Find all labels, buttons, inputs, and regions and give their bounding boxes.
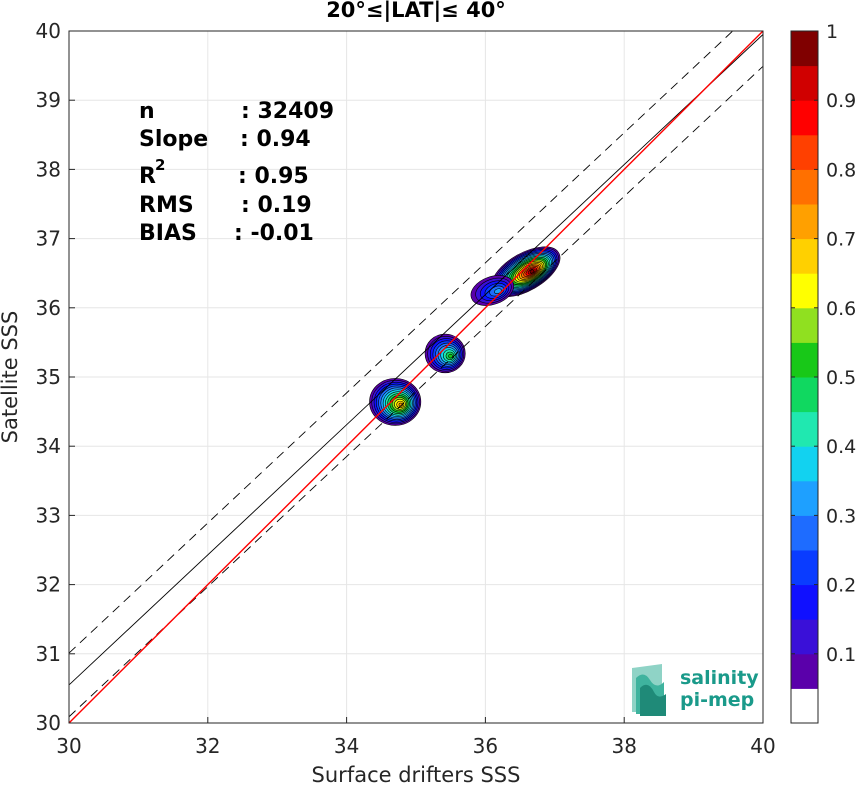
logo-line2: pi-mep (680, 689, 754, 711)
colorbar-segment (791, 238, 818, 274)
x-tick-label: 40 (750, 734, 775, 758)
colorbar-tick-label: 0.9 (826, 90, 856, 112)
colorbar-segment (791, 65, 818, 101)
pimep-logo: salinity pi-mep (632, 664, 759, 716)
grid (68, 30, 764, 724)
waves-icon (632, 664, 666, 716)
colorbar-segment (791, 31, 818, 67)
y-tick-label: 30 (36, 711, 61, 735)
colorbar-tick-label: 0.6 (826, 298, 856, 320)
colorbar-segment (791, 377, 818, 413)
stat-bias-value: : -0.01 (234, 221, 314, 246)
colorbar-tick-label: 0.5 (826, 367, 856, 389)
y-tick-label: 31 (36, 642, 61, 666)
colorbar (790, 30, 819, 724)
x-axis-ticks: 30 32 34 36 38 40 (56, 717, 776, 758)
stat-n-value: : 32409 (241, 99, 334, 124)
y-axis-label: Satellite SSS (0, 311, 22, 444)
y-tick-label: 37 (36, 227, 61, 251)
colorbar-segment (791, 653, 818, 689)
density-clusters (369, 246, 561, 426)
stat-slope-label: Slope (139, 127, 208, 152)
chart-title: 20°≤|LAT|≤ 40° (326, 0, 506, 23)
x-tick-label: 38 (611, 734, 636, 758)
stat-n-label: n (139, 99, 155, 124)
x-axis-label: Surface drifters SSS (312, 763, 521, 786)
colorbar-segment (791, 584, 818, 620)
colorbar-segment (791, 446, 818, 482)
stat-bias-label: BIAS (139, 221, 197, 246)
x-tick-label: 34 (334, 734, 359, 758)
x-tick-label: 30 (56, 734, 81, 758)
colorbar-tick-label: 0.8 (826, 159, 856, 181)
colorbar-ticks: 0.1 0.2 0.3 0.4 0.5 0.6 0.7 0.8 0.9 1 (791, 21, 856, 666)
colorbar-segment (791, 480, 818, 516)
colorbar-segment (791, 515, 818, 551)
identity-line (69, 31, 763, 723)
colorbar-segment (791, 411, 818, 447)
logo-line1: salinity (680, 667, 759, 689)
y-tick-label: 39 (36, 88, 61, 112)
stat-r2-sup: 2 (155, 156, 165, 174)
stat-r2-label: R (139, 164, 156, 189)
y-tick-label: 33 (36, 503, 61, 527)
y-tick-label: 34 (36, 434, 61, 458)
x-tick-label: 32 (195, 734, 220, 758)
y-tick-label: 36 (36, 296, 61, 320)
colorbar-segment (791, 307, 818, 343)
y-tick-label: 38 (36, 157, 61, 181)
y-tick-label: 32 (36, 573, 61, 597)
y-tick-label: 40 (36, 19, 61, 43)
stat-r2-value: : 0.95 (238, 164, 309, 189)
regression-line (69, 34, 763, 686)
colorbar-segment (791, 169, 818, 205)
y-axis-ticks: 30 31 32 33 34 35 36 37 38 39 40 (36, 19, 75, 735)
colorbar-segment (791, 342, 818, 378)
stats-box: n : 32409 Slope : 0.94 R 2 : 0.95 RMS : … (139, 99, 334, 246)
reference-lines (69, 31, 763, 723)
stat-slope-value: : 0.94 (240, 127, 311, 152)
stat-rms-label: RMS (139, 193, 194, 218)
density-cluster (424, 333, 466, 374)
stat-rms-value: : 0.19 (241, 193, 312, 218)
contour-level (529, 269, 535, 274)
colorbar-tick-label: 0.3 (826, 505, 856, 527)
contour-level (448, 353, 453, 359)
density-cluster (369, 378, 422, 426)
colorbar-segment (791, 550, 818, 586)
colorbar-segment (791, 273, 818, 309)
colorbar-segment (791, 100, 818, 136)
colorbar-segment (791, 619, 818, 655)
colorbar-tick-label: 0.2 (826, 575, 856, 597)
colorbar-tick-label: 1 (826, 21, 838, 43)
colorbar-tick-label: 0.4 (826, 436, 856, 458)
colorbar-segment (791, 688, 818, 724)
colorbar-tick-label: 0.1 (826, 644, 856, 666)
contour-level (494, 288, 502, 294)
colorbar-segment (791, 204, 818, 240)
confidence-dashed-line (69, 31, 734, 654)
colorbar-segment (791, 134, 818, 170)
x-tick-label: 36 (473, 734, 498, 758)
density-cluster (470, 275, 515, 306)
y-tick-label: 35 (36, 365, 61, 389)
colorbar-tick-label: 0.7 (826, 229, 856, 251)
